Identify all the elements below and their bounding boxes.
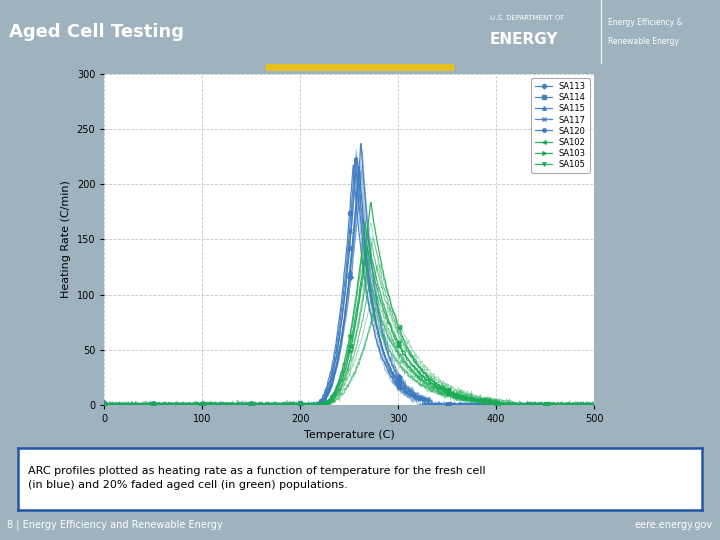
Text: Impact of Cell Age on Abuse Response: Impact of Cell Age on Abuse Response	[166, 117, 554, 134]
SA105	[413, 365, 421, 372]
SA113	[413, 393, 422, 400]
Text: U.S. DEPARTMENT OF: U.S. DEPARTMENT OF	[490, 15, 564, 21]
Text: Accelerating Rate Calorimetry (ARC): Accelerating Rate Calorimetry (ARC)	[239, 214, 481, 227]
Line: SA105: SA105	[102, 219, 596, 407]
SA114	[522, 400, 531, 407]
SA117	[385, 363, 394, 369]
SA117	[398, 382, 407, 388]
Text: Energy Efficiency &: Energy Efficiency &	[608, 18, 683, 27]
SA120	[522, 402, 531, 408]
SA114	[385, 362, 394, 368]
SA120	[385, 370, 394, 376]
Line: SA117: SA117	[102, 156, 596, 407]
Line: SA115: SA115	[102, 164, 596, 407]
SA102	[522, 402, 531, 408]
SA113	[101, 402, 109, 408]
SA102	[385, 293, 394, 300]
SA103	[413, 367, 421, 373]
SA114	[590, 401, 598, 408]
SA105	[398, 347, 407, 353]
Y-axis label: Heating Rate (C/min): Heating Rate (C/min)	[61, 180, 71, 299]
Text: eere.energy.gov: eere.energy.gov	[634, 520, 713, 530]
SA117	[522, 402, 531, 408]
SA113	[523, 402, 531, 408]
Bar	[266, 64, 454, 71]
SA102	[100, 402, 109, 408]
SA117	[351, 155, 359, 161]
SA113	[590, 402, 598, 408]
SA102	[590, 402, 598, 408]
SA105	[522, 402, 531, 408]
SA115	[385, 367, 394, 374]
SA103	[522, 402, 531, 408]
SA102	[472, 397, 481, 403]
SA105	[130, 402, 139, 408]
SA120	[130, 402, 139, 408]
SA105	[385, 319, 394, 325]
SA120	[398, 387, 407, 393]
SA115	[130, 402, 139, 408]
SA114	[398, 384, 407, 390]
SA117	[590, 401, 598, 407]
SA120	[413, 395, 421, 402]
SA115	[398, 387, 407, 393]
Line: SA114: SA114	[102, 156, 596, 407]
SA105	[100, 402, 109, 408]
SA114	[413, 394, 421, 401]
SA120	[590, 401, 598, 407]
Text: ARC profiles plotted as heating rate as a function of temperature for the fresh : ARC profiles plotted as heating rate as …	[28, 466, 486, 490]
SA102	[130, 400, 139, 407]
Line: SA113: SA113	[102, 141, 596, 407]
SA117	[100, 402, 109, 408]
SA113	[357, 140, 366, 147]
Line: SA120: SA120	[102, 163, 596, 407]
SA113	[100, 400, 109, 407]
SA113	[398, 380, 407, 386]
SA102	[413, 361, 421, 367]
SA117	[472, 402, 481, 408]
SA115	[413, 396, 421, 402]
SA120	[349, 162, 358, 168]
SA103	[590, 402, 598, 408]
Text: Aged Cell Testing: Aged Cell Testing	[9, 23, 184, 41]
SA103	[362, 244, 371, 250]
SA117	[413, 395, 421, 401]
SA115	[100, 402, 109, 408]
SA117	[130, 402, 139, 408]
SA115	[590, 402, 598, 408]
SA113	[472, 401, 481, 408]
SA103	[100, 402, 109, 408]
Line: SA103: SA103	[102, 245, 596, 407]
SA120	[472, 402, 481, 408]
X-axis label: Temperature (C): Temperature (C)	[304, 430, 395, 440]
SA114	[100, 402, 109, 408]
SA115	[354, 163, 363, 170]
SA113	[131, 401, 140, 408]
SA115	[522, 400, 531, 407]
SA105	[472, 397, 481, 403]
SA115	[472, 401, 481, 407]
SA102	[366, 199, 375, 206]
SA114	[472, 402, 481, 408]
SA114	[353, 154, 361, 161]
SA113	[386, 356, 395, 362]
Text: 8 | Energy Efficiency and Renewable Energy: 8 | Energy Efficiency and Renewable Ener…	[7, 520, 222, 530]
SA103	[398, 348, 407, 354]
Line: SA102: SA102	[102, 200, 596, 407]
SA103	[385, 321, 394, 327]
SA105	[590, 402, 598, 408]
Text: ENERGY: ENERGY	[490, 32, 558, 47]
Text: Renewable Energy: Renewable Energy	[608, 37, 680, 46]
Legend: SA113, SA114, SA115, SA117, SA120, SA102, SA103, SA105: SA113, SA114, SA115, SA117, SA120, SA102…	[531, 78, 590, 173]
SA102	[398, 333, 407, 340]
SA120	[100, 402, 109, 408]
SA103	[130, 402, 139, 408]
SA103	[472, 396, 481, 403]
SA105	[361, 218, 369, 225]
SA114	[130, 402, 139, 408]
